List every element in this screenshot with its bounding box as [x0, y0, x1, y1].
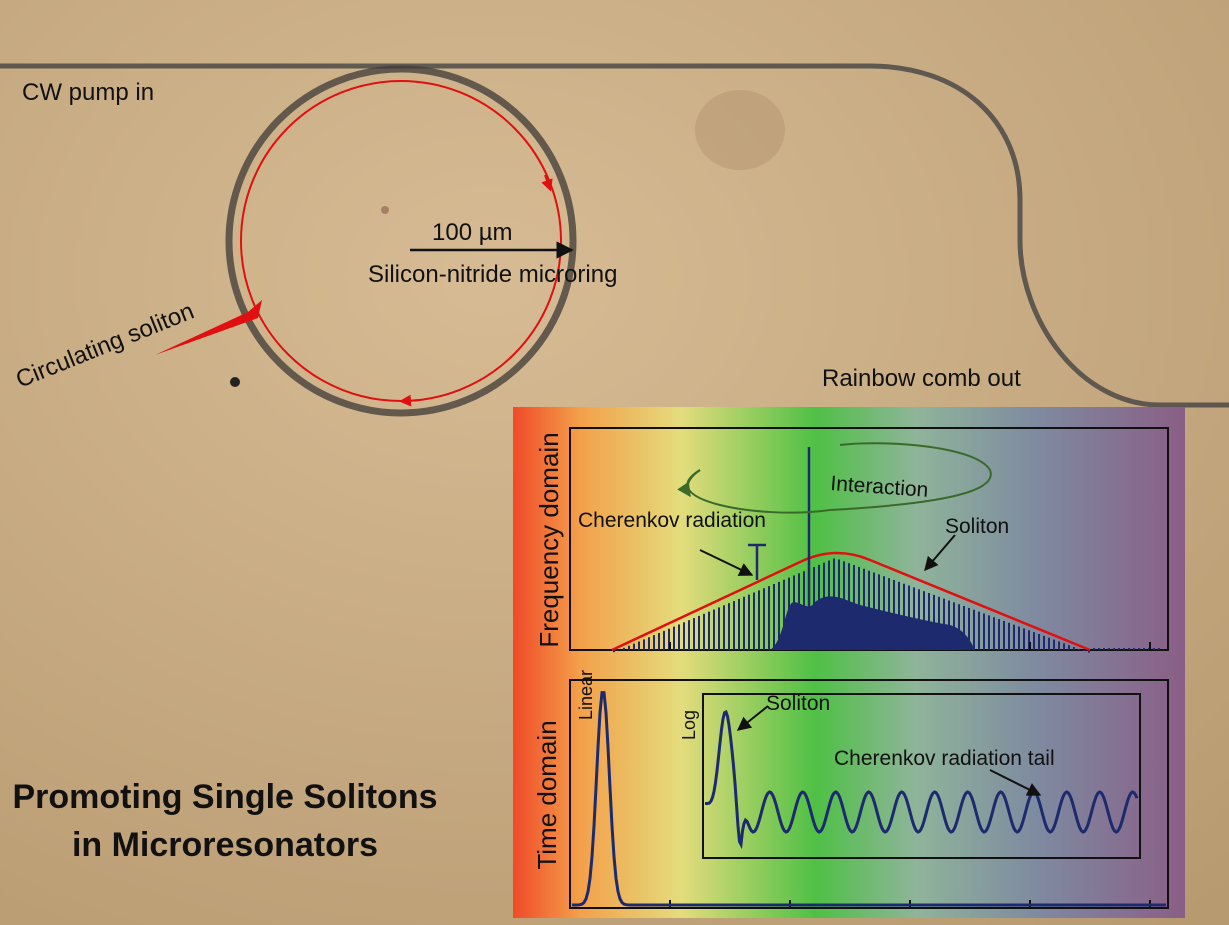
sech-envelope — [611, 551, 1091, 652]
stain — [695, 90, 785, 170]
tail-label: Cherenkov radiation tail — [834, 747, 1055, 770]
microring — [225, 65, 577, 417]
time-axes — [569, 679, 1169, 909]
particle — [230, 377, 240, 387]
inset-axes — [702, 693, 1141, 859]
title-line: in Microresonators — [72, 826, 378, 864]
spectrum-panel — [513, 407, 1185, 918]
direction-arrow — [399, 394, 421, 407]
particle — [381, 206, 389, 214]
axis-label: Time domain — [532, 720, 562, 869]
dispersive-wave — [748, 543, 766, 580]
interaction-arrow — [677, 469, 701, 498]
log-label: Log — [679, 710, 699, 740]
scale-label: 100 µm — [432, 219, 513, 246]
pointer — [699, 549, 754, 576]
title-line: Promoting Single Solitons — [13, 778, 438, 816]
soliton-label: Soliton — [945, 515, 1009, 538]
pointer — [924, 534, 956, 572]
pulse-log — [705, 709, 1139, 850]
cherenkov-label: Cherenkov radiation — [578, 509, 766, 532]
interaction-arrow — [686, 442, 992, 514]
ring-label: Silicon-nitride microring — [368, 261, 617, 288]
axis-label: Frequency domain — [534, 432, 564, 647]
soliton-label: Soliton — [766, 692, 830, 715]
direction-arrow — [541, 174, 553, 192]
comb-floor — [770, 596, 975, 650]
waveguide — [0, 63, 1229, 408]
pointer — [736, 705, 769, 731]
linear-label: Linear — [576, 670, 596, 720]
pulse-linear — [572, 691, 1166, 907]
pointer — [989, 769, 1042, 796]
pump-label: CW pump in — [22, 79, 154, 106]
comb-label: Rainbow comb out — [822, 365, 1021, 392]
